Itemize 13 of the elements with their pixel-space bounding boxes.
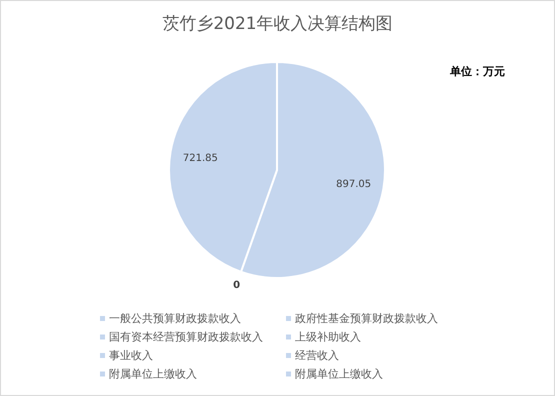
legend-label: 附属单位上缴收入: [295, 368, 383, 380]
data-label: 897.05: [336, 179, 372, 190]
text: 0: [233, 280, 240, 292]
legend-label: 附属单位上缴收入: [109, 368, 197, 380]
legend-label: 一般公共预算财政拨款收入: [109, 312, 241, 325]
chart-title: 茨竹乡2021年收入决算结构图: [162, 14, 393, 34]
data-label: 721.85: [182, 152, 218, 164]
legend-label: 事业收入: [109, 349, 153, 362]
legend-label: 经营收入: [295, 349, 339, 362]
legend-label: 政府性基金预算财政拨款收入: [295, 312, 438, 325]
legend-label: 上级补助收入: [295, 330, 361, 344]
legend-label: 国有资本经营预算财政拨款收入: [109, 330, 263, 344]
text: 单位：万元: [449, 65, 505, 78]
